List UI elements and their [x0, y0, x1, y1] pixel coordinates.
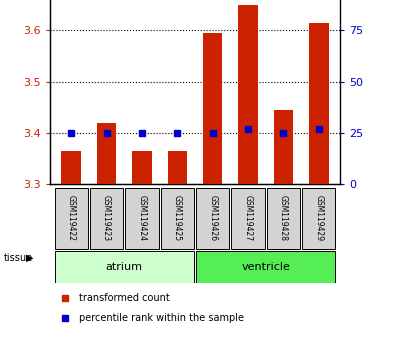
- Bar: [55, 188, 88, 249]
- Text: ▶: ▶: [26, 253, 33, 263]
- Text: GSM119424: GSM119424: [137, 195, 147, 241]
- Bar: [302, 188, 335, 249]
- Bar: [125, 188, 158, 249]
- Text: GSM119429: GSM119429: [314, 195, 323, 241]
- Bar: [203, 33, 222, 184]
- Bar: [55, 251, 194, 282]
- Bar: [196, 188, 229, 249]
- Bar: [62, 151, 81, 184]
- Text: ventricle: ventricle: [241, 262, 290, 272]
- Text: atrium: atrium: [106, 262, 143, 272]
- Bar: [196, 251, 335, 282]
- Bar: [97, 122, 116, 184]
- Text: GSM119423: GSM119423: [102, 195, 111, 241]
- Bar: [309, 23, 329, 184]
- Bar: [90, 188, 123, 249]
- Text: GSM119422: GSM119422: [67, 195, 76, 241]
- Text: GSM119425: GSM119425: [173, 195, 182, 241]
- Text: GSM119426: GSM119426: [208, 195, 217, 241]
- Bar: [167, 151, 187, 184]
- Bar: [231, 188, 265, 249]
- Text: transformed count: transformed count: [79, 293, 170, 303]
- Text: GSM119428: GSM119428: [279, 195, 288, 241]
- Bar: [267, 188, 300, 249]
- Bar: [132, 151, 152, 184]
- Text: percentile rank within the sample: percentile rank within the sample: [79, 313, 244, 323]
- Text: tissue: tissue: [4, 253, 33, 263]
- Bar: [161, 188, 194, 249]
- Bar: [238, 5, 258, 184]
- Bar: [274, 110, 293, 184]
- Text: GSM119427: GSM119427: [244, 195, 252, 241]
